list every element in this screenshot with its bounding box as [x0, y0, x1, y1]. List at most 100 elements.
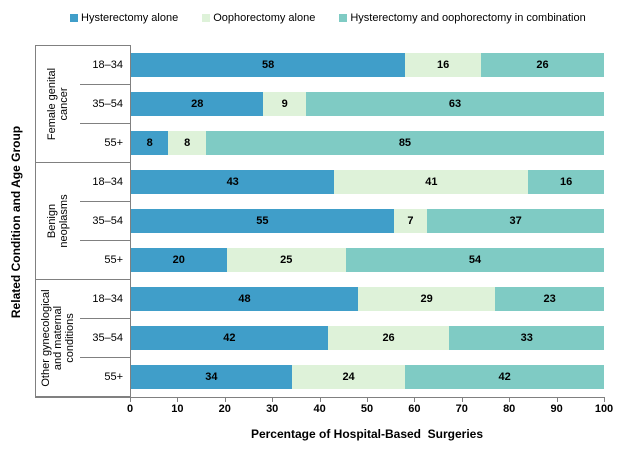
category-group: Other gynecological and maternal condition…	[36, 280, 130, 397]
age-label: 55+	[104, 137, 123, 149]
bar-segment: 42	[131, 326, 328, 351]
value-label: 26	[536, 58, 549, 71]
group-label: Other gynecological and maternal condition…	[40, 289, 76, 387]
bar-segment: 34	[131, 365, 292, 390]
bar-row: 58 16 26	[131, 45, 604, 84]
x-axis-line	[35, 397, 605, 398]
value-label: 85	[398, 136, 412, 149]
bar-row: 48 29 23	[131, 280, 604, 319]
bar-segment: 41	[334, 169, 529, 194]
value-label: 8	[184, 136, 191, 149]
x-axis-title: Percentage of Hospital-Based Surgeries	[250, 427, 484, 441]
bar-row: 55 7 37	[131, 201, 604, 240]
age-column: 18–34 35–54 55+	[80, 46, 130, 162]
bar-segment: 20	[131, 248, 227, 273]
value-label: 63	[448, 97, 462, 110]
bar-row: 20 25 54	[131, 241, 604, 280]
legend-label: Hysterectomy alone	[81, 12, 179, 24]
bar-segment: 58	[131, 52, 406, 77]
legend-swatch-icon	[70, 14, 78, 22]
tick-label: 10	[171, 403, 184, 415]
plot-group: 58 16 26 28 9 63 8 8 85	[131, 45, 604, 162]
plot-group: 43 41 16 55 7 37 20 25 54	[131, 162, 604, 279]
bar-row: 43 41 16	[131, 162, 604, 201]
bar-row: 8 8 85	[131, 123, 604, 162]
value-label: 16	[560, 175, 573, 188]
bar-segment: 85	[205, 130, 604, 155]
bar-segment: 8	[168, 130, 206, 155]
stacked-bar: 42 26 33	[131, 326, 604, 351]
category-axis-labels: Female genital cancer 18–34 35–54 55+ Benign n…	[35, 45, 130, 397]
age-label: 55+	[104, 371, 123, 383]
tick-label: 70	[455, 403, 468, 415]
bar-row: 42 26 33	[131, 319, 604, 358]
value-label: 26	[382, 332, 395, 345]
tick-label: 100	[594, 403, 614, 415]
tick-mark	[319, 398, 321, 402]
value-label: 55	[256, 214, 269, 227]
tick-mark	[224, 398, 226, 402]
age-label: 18–34	[80, 46, 130, 85]
value-label: 41	[425, 175, 438, 188]
tick-label: 40	[313, 403, 326, 415]
tick-mark	[461, 398, 463, 402]
bar-segment: 29	[358, 287, 496, 312]
bar-segment: 48	[131, 287, 359, 312]
value-label: 25	[280, 254, 293, 267]
tick-label: 90	[550, 403, 563, 415]
value-label: 42	[223, 332, 236, 345]
stacked-bar: 55 7 37	[131, 208, 604, 233]
tick-mark	[414, 398, 416, 402]
tick-label: 30	[266, 403, 279, 415]
legend-item: Oophorectomy alone	[202, 12, 315, 24]
tick-mark	[604, 398, 605, 402]
bar-segment: 43	[131, 169, 335, 194]
tick-mark	[272, 398, 274, 402]
age-label: 35–54	[80, 202, 130, 241]
age-label: 18–34	[80, 280, 130, 319]
plot-area: 58 16 26 28 9 63 8 8 85 43 41 16 55 7 37 20 25 54 48 29 23 42…	[130, 45, 604, 397]
bar-segment: 7	[393, 208, 428, 233]
bar-segment: 28	[131, 91, 264, 116]
bar-segment: 16	[528, 169, 604, 194]
bar-segment: 24	[291, 365, 406, 390]
group-label-cell: Benign neoplasms	[36, 163, 80, 279]
legend-item: Hysterectomy and oophorectomy in combina…	[339, 12, 586, 24]
tick-label: 80	[503, 403, 516, 415]
bar-segment: 54	[345, 248, 604, 273]
value-label: 7	[407, 214, 414, 227]
legend-item: Hysterectomy alone	[70, 12, 178, 24]
value-label: 8	[146, 136, 153, 149]
bar-segment: 25	[226, 248, 346, 273]
age-label: 35–54	[80, 85, 130, 124]
value-label: 37	[509, 214, 522, 227]
tick-label: 20	[218, 403, 231, 415]
value-label: 48	[238, 293, 251, 306]
bar-segment: 55	[131, 208, 394, 233]
category-group: Benign neoplasms 18–34 35–54 55+	[36, 163, 130, 280]
bar-segment: 26	[481, 52, 604, 77]
group-label-cell: Female genital cancer	[36, 46, 80, 162]
stacked-bar: 20 25 54	[131, 248, 604, 273]
value-label: 29	[420, 293, 433, 306]
bar-segment: 37	[427, 208, 604, 233]
tick-label: 60	[408, 403, 421, 415]
stacked-bar: 8 8 85	[131, 130, 604, 155]
bar-segment: 23	[495, 287, 604, 312]
stacked-bar: 58 16 26	[131, 52, 604, 77]
tick-mark	[509, 398, 511, 402]
category-group: Female genital cancer 18–34 35–54 55+	[36, 46, 130, 163]
bar-segment: 42	[405, 365, 604, 390]
value-label: 58	[262, 58, 275, 71]
value-label: 20	[172, 254, 185, 267]
stacked-bar: 34 24 42	[131, 365, 604, 390]
value-label: 43	[226, 175, 239, 188]
value-label: 34	[205, 371, 218, 384]
legend-label: Hysterectomy and oophorectomy in combina…	[350, 12, 586, 24]
tick-label: 50	[360, 403, 374, 415]
stacked-bar: 43 41 16	[131, 169, 604, 194]
age-label: 35–54	[80, 319, 130, 358]
legend-swatch-icon	[339, 14, 348, 22]
stacked-bar: 28 9 63	[131, 91, 604, 116]
